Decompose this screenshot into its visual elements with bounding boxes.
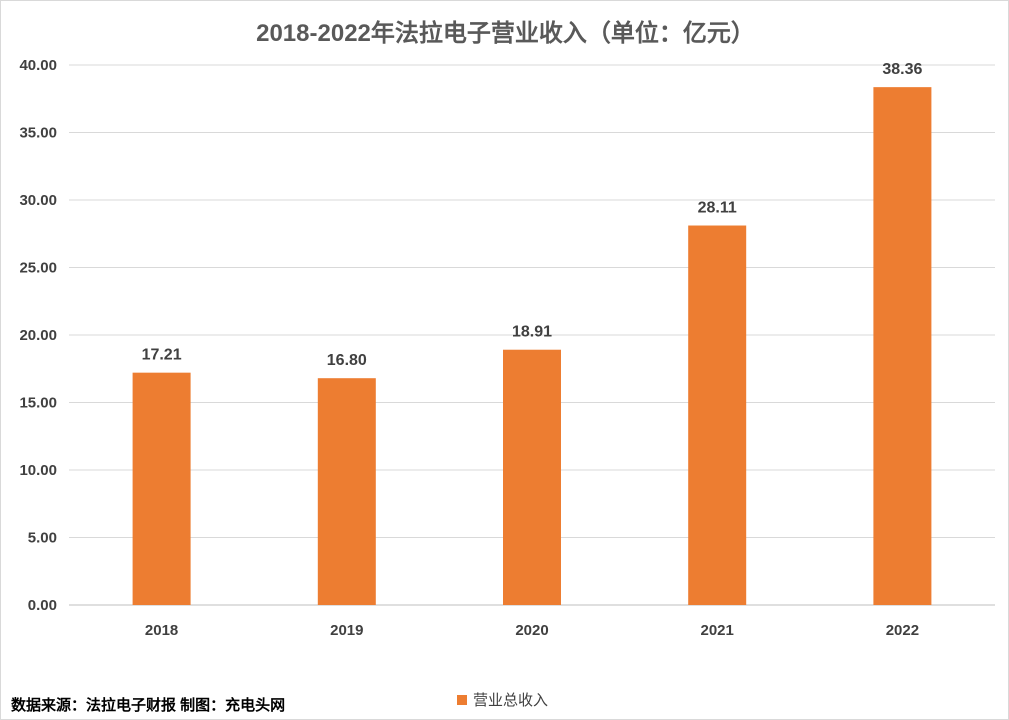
data-label: 17.21 xyxy=(142,347,182,364)
y-tick-label: 25.00 xyxy=(19,260,57,277)
data-label: 38.36 xyxy=(882,61,922,78)
legend-swatch xyxy=(457,694,467,705)
y-tick-label: 30.00 xyxy=(19,192,57,209)
bar xyxy=(873,87,932,605)
bar xyxy=(688,225,747,605)
y-tick-label: 35.00 xyxy=(19,125,57,142)
bar xyxy=(503,349,561,605)
y-tick-label: 20.00 xyxy=(19,327,57,344)
data-label: 28.11 xyxy=(698,200,737,217)
bar-chart: 0.00 5.00 10.00 15.00 20.00 25.00 30.00 35.00 40… xyxy=(19,57,995,639)
chart-title: 2018-2022年法拉电子营业收入（单位：亿元） xyxy=(256,20,755,47)
y-tick-label: 40.00 xyxy=(19,57,57,74)
bar xyxy=(132,372,191,605)
x-tick-label: 2021 xyxy=(701,622,734,639)
source-note: 数据来源：法拉电子财报 制图：充电头网 xyxy=(11,697,286,714)
legend: 营业总收入 xyxy=(457,689,548,710)
y-tick-label: 5.00 xyxy=(28,530,57,547)
y-tick-label: 15.00 xyxy=(19,395,57,412)
x-tick-label: 2019 xyxy=(330,622,363,639)
bar xyxy=(317,378,376,605)
legend-label: 营业总收入 xyxy=(473,692,549,709)
x-tick-label: 2020 xyxy=(515,622,548,639)
x-tick-label: 2022 xyxy=(886,622,919,639)
x-tick-label: 2018 xyxy=(145,622,178,639)
y-tick-label: 10.00 xyxy=(19,462,57,479)
data-label: 18.91 xyxy=(512,324,552,341)
y-tick-label: 0.00 xyxy=(28,597,57,614)
data-label: 16.80 xyxy=(327,352,367,369)
